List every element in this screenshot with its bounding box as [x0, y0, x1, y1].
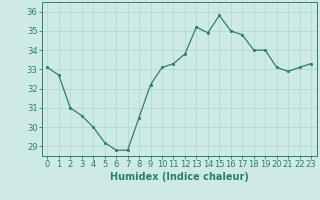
X-axis label: Humidex (Indice chaleur): Humidex (Indice chaleur): [110, 172, 249, 182]
